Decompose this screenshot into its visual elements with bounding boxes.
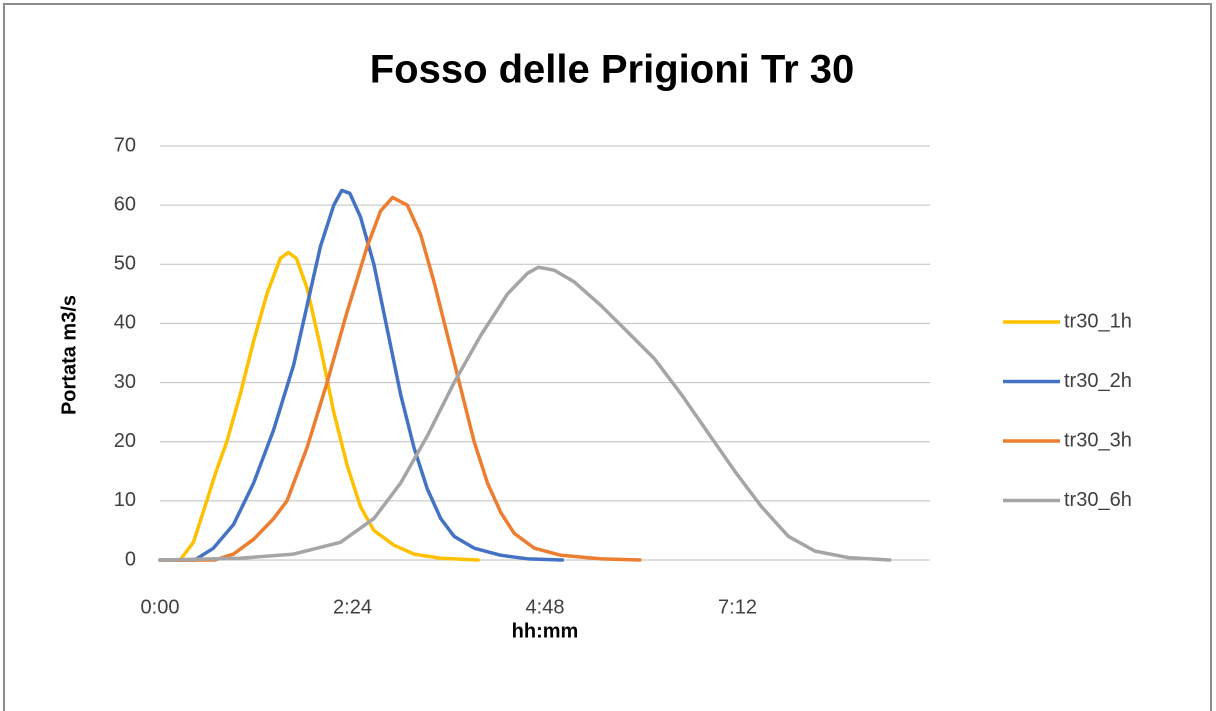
- legend-label: tr30_6h: [1064, 489, 1132, 511]
- y-tick-label: 20: [114, 430, 136, 452]
- x-tick-label: 2:24: [333, 596, 372, 618]
- y-tick-label: 0: [125, 548, 136, 570]
- x-tick-label: 0:00: [141, 596, 180, 618]
- chart-border: [3, 3, 1212, 711]
- y-tick-label: 30: [114, 371, 136, 393]
- legend-label: tr30_2h: [1064, 370, 1132, 392]
- series-line: [158, 188, 565, 562]
- y-tick-label: 60: [114, 193, 136, 215]
- y-tick-label: 70: [114, 134, 136, 156]
- x-axis-label: hh:mm: [512, 620, 579, 642]
- legend-label: tr30_3h: [1064, 429, 1132, 451]
- series-line: [158, 265, 892, 562]
- y-tick-label: 40: [114, 312, 136, 334]
- legend-label: tr30_1h: [1064, 310, 1132, 332]
- x-tick-label: 4:48: [526, 596, 565, 618]
- series-line: [158, 250, 480, 562]
- y-axis-label: Portata m3/s: [58, 295, 80, 415]
- chart-title: Fosso delle Prigioni Tr 30: [370, 48, 855, 92]
- x-tick-label: 7:12: [718, 596, 757, 618]
- y-tick-label: 50: [114, 253, 136, 275]
- series-line: [158, 195, 642, 562]
- y-tick-label: 10: [114, 489, 136, 511]
